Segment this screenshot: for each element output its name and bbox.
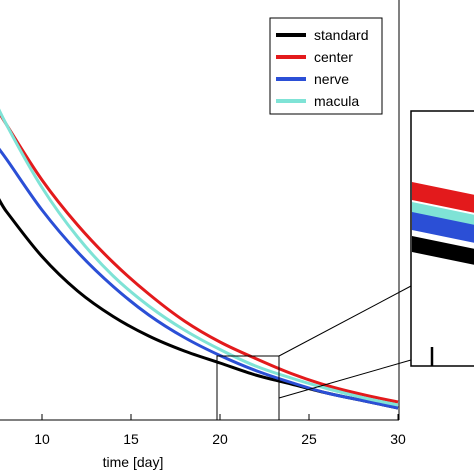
legend-label-nerve: nerve xyxy=(314,71,349,87)
legend-label-macula: macula xyxy=(314,93,359,109)
zoom-connector-top xyxy=(278,285,412,357)
inset-band-nerve xyxy=(412,212,474,243)
series-line-standard xyxy=(0,198,399,410)
zoom-inset xyxy=(410,110,474,367)
x-tick-label-30: 30 xyxy=(390,431,406,447)
inset-bands xyxy=(412,182,474,265)
series-line-macula xyxy=(0,108,399,407)
plot-frame xyxy=(0,0,400,421)
x-axis-label: time [day] xyxy=(103,454,164,470)
inset-band-standard xyxy=(412,236,474,265)
x-tick-label-10: 10 xyxy=(34,431,50,447)
legend-items: standard center nerve macula xyxy=(276,27,368,109)
zoom-connector-bottom xyxy=(278,359,412,399)
x-tick-label-25: 25 xyxy=(301,431,317,447)
x-tick-label-20: 20 xyxy=(212,431,228,447)
legend-label-standard: standard xyxy=(314,27,368,43)
zoom-box xyxy=(216,355,280,421)
series-line-center xyxy=(0,111,399,404)
x-axis-ticks: 10 15 20 25 30 xyxy=(34,414,406,447)
x-tick-label-15: 15 xyxy=(123,431,139,447)
legend: standard center nerve macula xyxy=(269,17,383,115)
legend-label-center: center xyxy=(314,49,353,65)
inset-band-center xyxy=(412,182,474,213)
series-line-nerve xyxy=(0,147,399,410)
series-layer xyxy=(0,108,399,410)
